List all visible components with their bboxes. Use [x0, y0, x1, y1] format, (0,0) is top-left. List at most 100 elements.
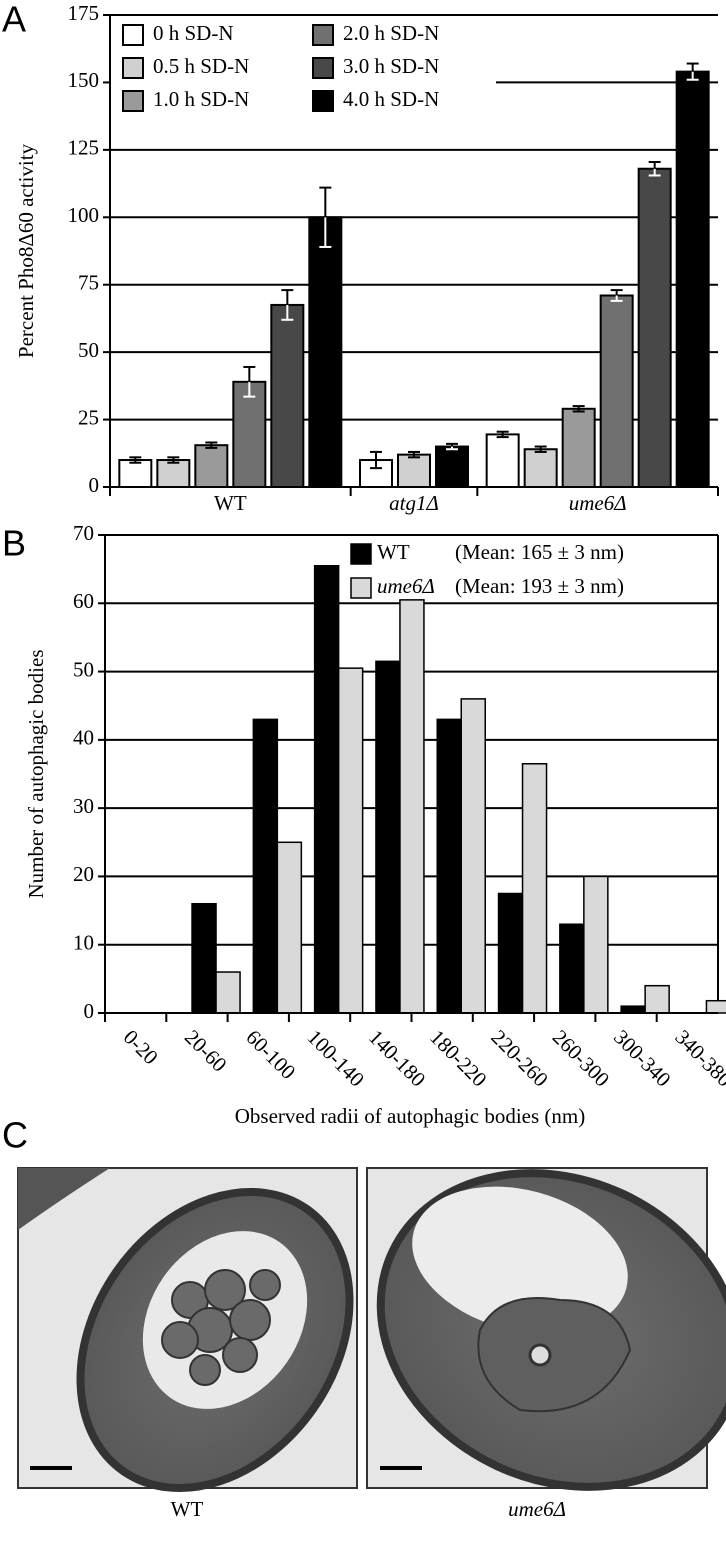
legend-label: 0.5 h SD-N	[153, 54, 249, 78]
y-tick-label: 10	[73, 931, 94, 955]
bar	[337, 667, 364, 1014]
y-tick-label: 20	[73, 862, 94, 886]
x-tick-label: WT	[214, 491, 247, 515]
legend-note: (Mean: 165 ± 3 nm)	[455, 540, 624, 564]
bar	[583, 875, 609, 1014]
legend-label: ume6Δ	[377, 574, 435, 598]
legend-label: 2.0 h SD-N	[343, 21, 439, 45]
legend-background	[111, 16, 496, 118]
x-tick-label: 300-340	[609, 1025, 675, 1091]
y-tick-label: 150	[68, 68, 100, 92]
error-bar	[129, 456, 142, 464]
bar	[675, 70, 710, 488]
legend-label: WT	[377, 540, 410, 564]
y-tick-label: 0	[84, 999, 95, 1023]
micrograph	[17, 1167, 358, 1493]
bar	[276, 841, 303, 1014]
panel-label: B	[2, 523, 26, 564]
legend-swatch	[350, 577, 372, 599]
micrograph-caption: ume6Δ	[508, 1497, 566, 1521]
bar	[460, 698, 486, 1014]
bar	[435, 445, 469, 488]
x-axis-label: Observed radii of autophagic bodies (nm)	[235, 1104, 585, 1128]
y-tick-label: 40	[73, 726, 94, 750]
micrograph-caption: WT	[171, 1497, 204, 1521]
x-tick-label: 220-260	[487, 1025, 553, 1091]
bar	[561, 407, 596, 489]
bar	[644, 984, 670, 1014]
bar	[270, 303, 305, 489]
error-bar	[205, 441, 218, 449]
legend-swatch	[312, 90, 334, 112]
bar	[232, 380, 267, 488]
bar	[523, 448, 558, 488]
bar	[118, 459, 153, 488]
bar	[191, 902, 217, 1014]
bar	[599, 294, 634, 489]
bar	[497, 892, 524, 1014]
bar	[308, 216, 343, 489]
bar	[705, 999, 726, 1014]
bar	[194, 444, 229, 488]
panel-label: C	[2, 1115, 28, 1156]
bar	[559, 923, 585, 1014]
error-bar	[496, 430, 509, 439]
panel-label: A	[2, 0, 26, 40]
y-axis-label: Number of autophagic bodies	[24, 649, 48, 898]
bar	[215, 971, 241, 1014]
y-tick-label: 30	[73, 794, 94, 818]
y-tick-label: 50	[73, 657, 94, 681]
legend-swatch	[312, 24, 334, 46]
x-tick-label: 260-300	[548, 1025, 614, 1091]
error-bar	[243, 365, 256, 398]
bar	[637, 167, 672, 488]
y-tick-label: 60	[73, 589, 94, 613]
x-tick-label: 20-60	[180, 1025, 232, 1077]
micrograph	[366, 1167, 726, 1491]
bar	[252, 718, 279, 1014]
x-tick-label: 0-20	[119, 1025, 163, 1069]
bar	[313, 564, 340, 1014]
bar	[485, 433, 520, 488]
y-tick-label: 75	[78, 271, 99, 295]
x-tick-label: 100-140	[303, 1025, 369, 1091]
error-bar	[572, 405, 585, 413]
error-bar	[686, 62, 699, 81]
legend-label: 1.0 h SD-N	[153, 87, 249, 111]
error-bar	[167, 456, 180, 464]
y-tick-label: 70	[73, 521, 94, 545]
bar	[156, 459, 191, 488]
y-tick-label: 175	[68, 1, 100, 25]
y-tick-label: 125	[68, 136, 100, 160]
error-bar	[610, 289, 623, 302]
bar	[399, 599, 425, 1014]
legend-note: (Mean: 193 ± 3 nm)	[455, 574, 624, 598]
y-axis-label: Percent Pho8Δ60 activity	[14, 143, 38, 358]
bar	[375, 660, 401, 1014]
bar	[436, 718, 462, 1014]
legend-swatch	[122, 90, 144, 112]
error-bar	[408, 450, 420, 459]
y-tick-label: 0	[89, 473, 100, 497]
legend-swatch	[122, 57, 144, 79]
bar	[397, 453, 431, 488]
error-bar	[446, 442, 458, 451]
x-tick-label: ume6Δ	[569, 491, 627, 515]
bar	[521, 763, 548, 1014]
error-bar	[370, 450, 382, 470]
x-tick-label: 140-180	[364, 1025, 430, 1091]
bar	[620, 1005, 646, 1014]
error-bar	[648, 160, 661, 177]
legend-label: 4.0 h SD-N	[343, 87, 439, 111]
legend-swatch	[122, 24, 144, 46]
error-bar	[281, 289, 294, 321]
x-tick-label: 340-380	[670, 1025, 726, 1091]
legend-swatch	[312, 57, 334, 79]
legend-swatch	[350, 543, 372, 565]
error-bar	[319, 186, 332, 248]
legend-label: 0 h SD-N	[153, 21, 234, 45]
y-tick-label: 100	[68, 203, 100, 227]
x-tick-label: 180-220	[425, 1025, 491, 1091]
error-bar	[534, 445, 547, 453]
